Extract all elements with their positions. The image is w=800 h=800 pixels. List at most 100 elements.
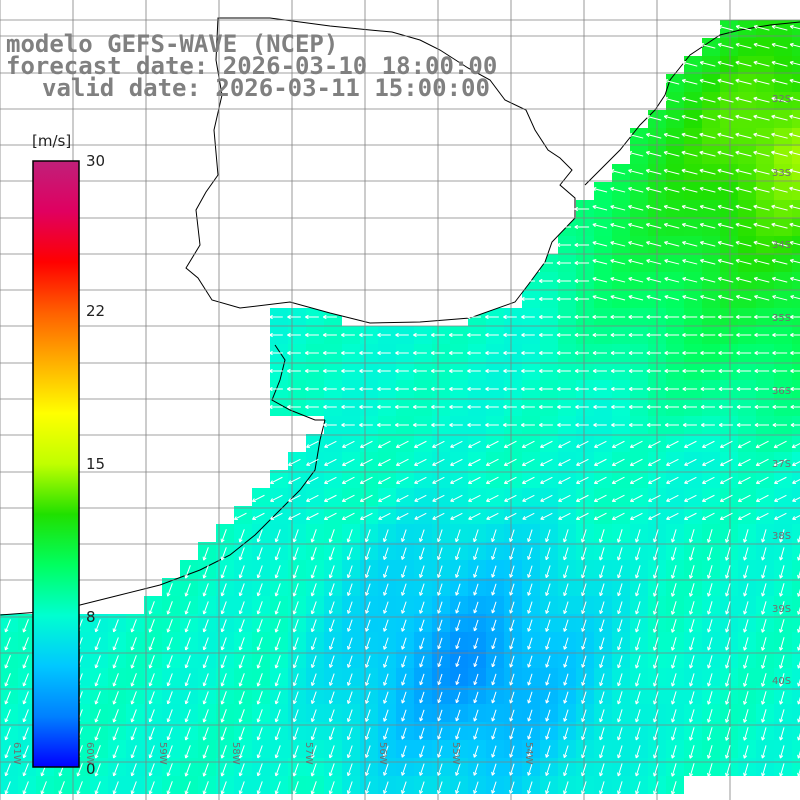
wind-arrow [540, 512, 553, 520]
wind-arrow-head [383, 699, 385, 704]
coastline-south [0, 419, 326, 616]
wind-arrow [682, 223, 698, 229]
wind-arrow-head [792, 498, 795, 502]
wind-arrow [628, 205, 644, 211]
wind-cell [792, 146, 800, 164]
wind-arrow [653, 601, 659, 615]
wind-arrow-head [347, 627, 349, 632]
wind-arrow-head [509, 663, 511, 668]
wind-arrow-head [797, 646, 799, 651]
wind-arrow-head [401, 627, 403, 632]
wind-arrow [473, 691, 479, 704]
wind-arrow-head [653, 718, 655, 723]
wind-arrow-head [689, 610, 691, 615]
wind-arrow [491, 547, 497, 560]
wind-arrow-head [377, 480, 381, 484]
wind-arrow [113, 709, 119, 723]
wind-arrow-head [324, 480, 327, 484]
wind-arrow [753, 151, 770, 157]
wind-arrow-head [682, 222, 686, 225]
wind-arrow-head [753, 24, 758, 27]
wind-cell [792, 686, 800, 704]
wind-arrow [59, 781, 65, 795]
wind-arrow-head [635, 772, 637, 777]
wind-arrow [437, 673, 443, 685]
wind-arrow-head [635, 628, 637, 633]
wind-arrow [437, 727, 443, 740]
wind-arrow-head [628, 314, 633, 318]
wind-arrow-head [664, 258, 669, 261]
wind-arrow-head [789, 114, 794, 117]
wind-arrow [779, 763, 785, 777]
wind-arrow-head [184, 628, 187, 633]
wind-arrow [131, 709, 137, 723]
wind-arrow-head [485, 462, 489, 466]
wind-arrow-head [790, 294, 795, 297]
wind-arrow [563, 763, 569, 776]
wind-arrow [576, 476, 589, 484]
wind-arrow [504, 476, 517, 484]
wind-arrow-head [418, 790, 421, 794]
wind-arrow-head [576, 462, 579, 466]
wind-arrow [203, 655, 209, 669]
wind-arrow [717, 205, 734, 211]
wind-arrow [576, 512, 589, 520]
wind-arrow [753, 25, 770, 31]
wind-arrow-head [630, 516, 633, 520]
wind-arrow-head [292, 772, 295, 777]
wind-arrow-head [610, 314, 615, 318]
wind-arrow-head [378, 498, 381, 502]
wind-arrow-head [646, 368, 651, 372]
wind-arrow-head [346, 556, 349, 561]
wind-arrow [311, 655, 317, 668]
wind-arrow-head [220, 664, 223, 669]
wind-arrow [527, 565, 533, 578]
wind-arrow [797, 750, 800, 759]
wind-arrow-head [599, 664, 601, 668]
forecast-date: forecast date: 2026-03-10 18:00:00 [6, 52, 498, 80]
wind-arrow [329, 727, 335, 740]
wind-arrow-head [455, 771, 457, 776]
wind-arrow [185, 583, 191, 597]
wind-arrow [689, 619, 695, 633]
wind-arrow-head [664, 368, 669, 372]
wind-arrow-head [754, 350, 758, 354]
wind-arrow-head [473, 556, 475, 560]
wind-arrow [311, 547, 317, 561]
wind-cell [792, 542, 800, 560]
wind-arrow [113, 763, 119, 777]
wind-arrow-head [323, 350, 327, 354]
wind-arrow-head [761, 700, 763, 705]
wind-arrow [666, 512, 679, 520]
wind-arrow [682, 241, 698, 247]
wind-arrow [563, 673, 569, 686]
colorbar-tick-0: 0 [86, 760, 96, 778]
wind-arrow-head [521, 444, 525, 448]
wind-arrow [527, 547, 533, 560]
wind-arrow-head [166, 628, 169, 633]
wind-arrow-head [574, 278, 579, 282]
wind-arrow-head [581, 627, 583, 632]
wind-arrow [684, 512, 697, 520]
wind-arrow-head [563, 574, 565, 578]
wind-arrow-head [761, 646, 763, 651]
wind-arrow-head [628, 350, 633, 354]
wind-arrow [671, 781, 677, 795]
wind-arrow [540, 494, 553, 502]
wind-arrow [113, 673, 119, 687]
wind-arrow [288, 512, 301, 520]
wind-arrow-head [753, 150, 758, 153]
wind-arrow-head [628, 186, 632, 189]
wind-arrow-head [401, 573, 403, 578]
wind-arrow-head [220, 718, 223, 723]
wind-arrow-head [717, 96, 722, 99]
wind-arrow-head [545, 790, 547, 794]
wind-arrow-head [664, 332, 668, 336]
wind-arrow-head [646, 350, 651, 354]
wind-arrow [779, 673, 785, 687]
wind-arrow [239, 727, 245, 741]
wind-arrow [486, 440, 499, 448]
wind-arrow-head [419, 573, 421, 578]
wind-arrow [753, 97, 770, 103]
wind-arrow [293, 745, 299, 759]
